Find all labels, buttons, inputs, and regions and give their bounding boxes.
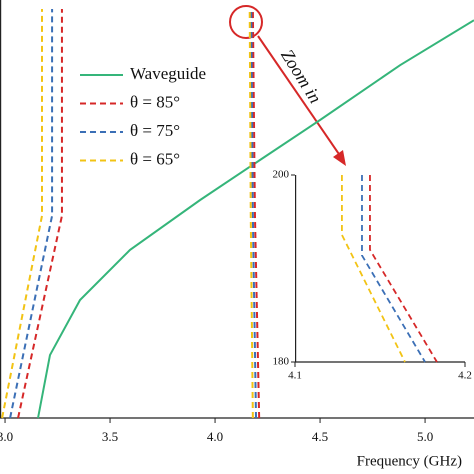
legend-label: θ = 75° [130, 121, 180, 140]
legend-label: θ = 65° [130, 149, 180, 168]
legend-label: Waveguide [130, 64, 206, 83]
zoom-arrow-head [333, 150, 346, 166]
x-tick-label: 4.1 [288, 370, 302, 382]
y-tick-label: 180 [273, 356, 290, 368]
x-tick-label: 3.0 [0, 429, 13, 444]
series-line [341, 175, 406, 363]
x-tick-label: 4.5 [312, 429, 328, 444]
series-line [251, 8, 261, 419]
series-line [9, 8, 54, 419]
series-line [37, 19, 474, 419]
x-tick-label: 3.5 [102, 429, 118, 444]
x-axis-label: Frequency (GHz) [357, 453, 462, 469]
series-line [1, 8, 44, 419]
zoom-circle [229, 5, 263, 39]
legend-label: θ = 85° [130, 92, 180, 111]
series-line [250, 8, 258, 419]
inset-background [295, 175, 465, 362]
series-line [361, 175, 426, 363]
series-line [17, 8, 63, 419]
x-tick-label: 4.0 [207, 429, 223, 444]
series-line [369, 175, 438, 363]
series-line [248, 8, 254, 419]
x-tick-label: 5.0 [417, 429, 433, 444]
y-tick-label: 200 [273, 169, 290, 181]
zoom-arrow [257, 35, 344, 161]
x-tick-label: 4.2 [458, 370, 472, 382]
